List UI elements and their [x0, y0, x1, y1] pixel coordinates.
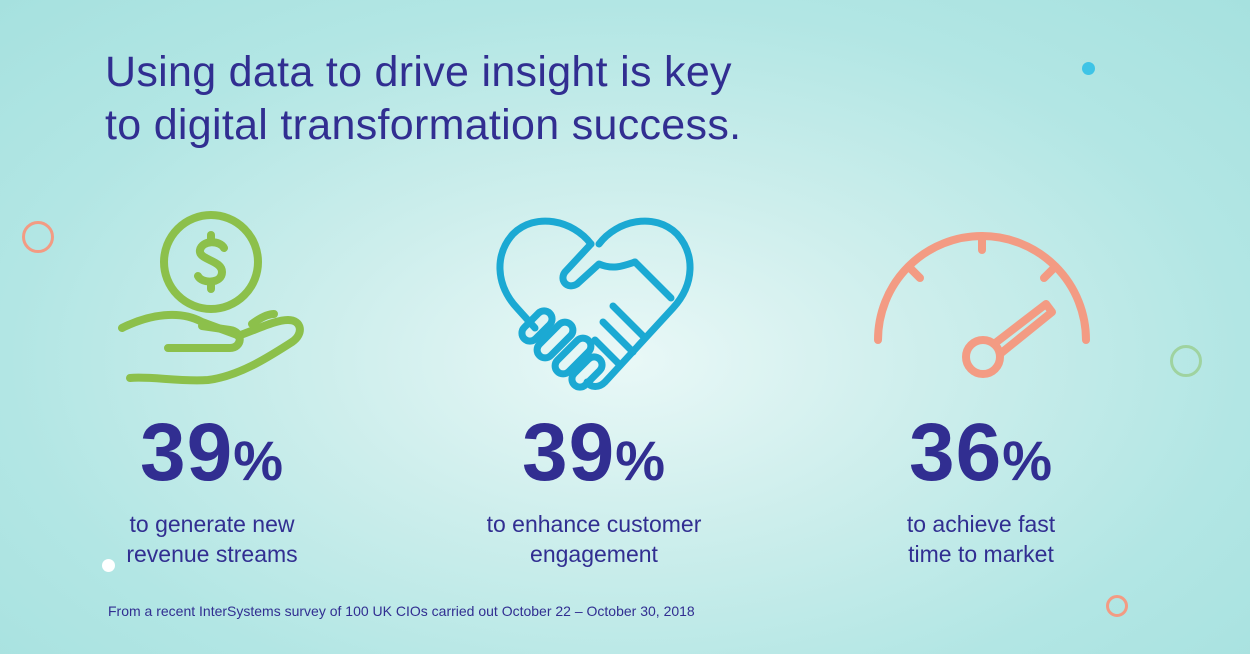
speedometer-icon — [874, 232, 1090, 378]
stat-revenue-value: 39% — [139, 407, 284, 498]
stat-engagement-value: 39% — [521, 407, 666, 498]
headline: Using data to drive insight is key to di… — [105, 46, 1005, 152]
stat-revenue-label: to generate new revenue streams — [126, 511, 298, 567]
headline-line-2: to digital transformation success. — [105, 101, 742, 149]
decorative-dot-white — [102, 559, 115, 572]
stat-time-to-market: 36% to achieve fast time to market — [811, 405, 1151, 569]
headline-line-1: Using data to drive insight is key — [105, 48, 732, 96]
decorative-ring-orange — [22, 221, 54, 253]
decorative-ring-orange-small — [1106, 595, 1128, 617]
decorative-dot-blue — [1082, 62, 1095, 75]
hand-coin-icon — [118, 211, 304, 385]
stat-time-to-market-value: 36% — [908, 407, 1053, 498]
survey-footnote: From a recent InterSystems survey of 100… — [108, 603, 695, 619]
stat-time-to-market-label: to achieve fast time to market — [906, 511, 1056, 567]
heart-handshake-icon — [496, 217, 694, 391]
stat-engagement: 39% to enhance customer engagement — [424, 405, 764, 569]
stat-engagement-label: to enhance customer engagement — [486, 511, 702, 567]
decorative-ring-green — [1170, 345, 1202, 377]
stat-revenue: 39% to generate new revenue streams — [42, 405, 382, 569]
